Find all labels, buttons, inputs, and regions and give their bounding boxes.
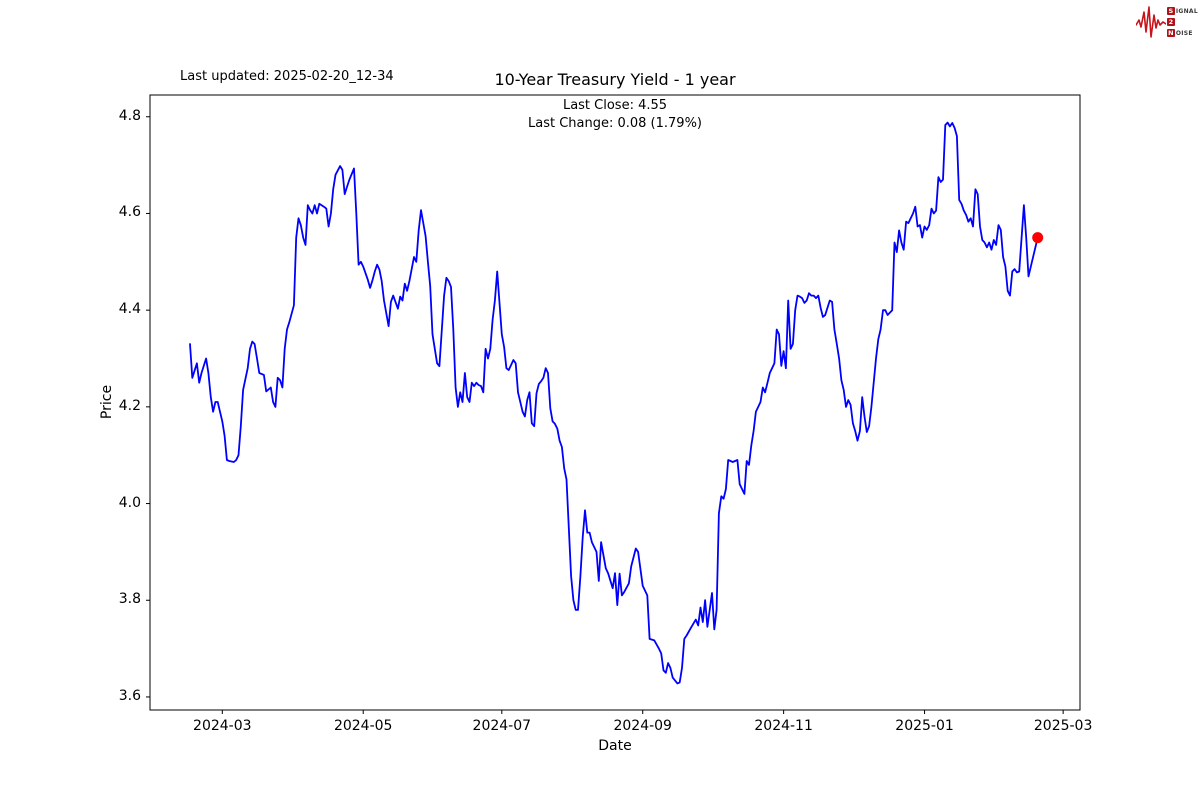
x-tick-label: 2024-07 bbox=[472, 718, 532, 734]
y-tick-label: 4.4 bbox=[118, 301, 141, 318]
subtitle-last-close: Last Close: 4.55 bbox=[562, 98, 668, 113]
x-tick-label: 2025-03 bbox=[1033, 718, 1093, 734]
waveform-icon bbox=[1135, 6, 1166, 38]
last-updated-text: Last updated: 2025-02-20_12-34 bbox=[180, 69, 394, 84]
y-tick-label: 4.6 bbox=[118, 204, 141, 221]
x-tick-label: 2024-11 bbox=[754, 718, 813, 734]
plot-border bbox=[149, 94, 1081, 711]
y-tick-label: 4.0 bbox=[118, 494, 141, 511]
chart-title: 10-Year Treasury Yield - 1 year bbox=[494, 70, 736, 89]
y-tick-label: 3.8 bbox=[118, 591, 141, 608]
logo-text-oise: OISE bbox=[1175, 29, 1193, 37]
yield-line-series bbox=[189, 121, 1039, 685]
x-tick-label: 2024-03 bbox=[193, 718, 252, 734]
x-axis-label: Date bbox=[598, 738, 632, 754]
y-tick-label: 4.8 bbox=[118, 107, 141, 124]
logo-text-ignal: IGNAL bbox=[1175, 7, 1198, 15]
logo-row-2: 2 bbox=[1166, 17, 1198, 28]
signal2noise-logo: S IGNAL 2 N OISE bbox=[1135, 4, 1198, 40]
logo-box-s: S bbox=[1166, 7, 1175, 15]
logo-box-n: N bbox=[1166, 29, 1175, 37]
x-tick-label: 2025-01 bbox=[895, 718, 954, 734]
y-tick-label: 3.6 bbox=[118, 687, 141, 704]
axis-tick-marks bbox=[146, 116, 1064, 714]
last-close-marker-dot bbox=[1032, 232, 1044, 244]
logo-text: S IGNAL 2 N OISE bbox=[1166, 6, 1198, 39]
logo-row-noise: N OISE bbox=[1166, 28, 1198, 39]
y-tick-label: 4.2 bbox=[118, 397, 141, 414]
logo-box-2: 2 bbox=[1166, 18, 1175, 26]
x-tick-label: 2024-09 bbox=[613, 718, 672, 734]
logo-row-signal: S IGNAL bbox=[1166, 6, 1198, 17]
subtitle-last-change: Last Change: 0.08 (1.79%) bbox=[527, 116, 702, 131]
chart-subtitle: Last Close: 4.55 Last Change: 0.08 (1.79… bbox=[150, 97, 1080, 133]
x-tick-label: 2024-05 bbox=[333, 718, 393, 734]
